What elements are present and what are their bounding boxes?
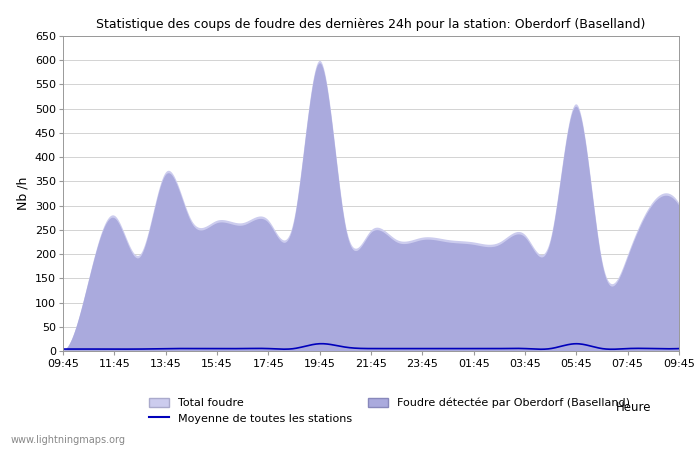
Text: www.lightningmaps.org: www.lightningmaps.org — [10, 435, 125, 445]
Title: Statistique des coups de foudre des dernières 24h pour la station: Oberdorf (Bas: Statistique des coups de foudre des dern… — [97, 18, 645, 31]
Text: Heure: Heure — [615, 401, 651, 414]
Y-axis label: Nb /h: Nb /h — [16, 177, 29, 210]
Legend: Total foudre, Moyenne de toutes les stations, Foudre détectée par Oberdorf (Base: Total foudre, Moyenne de toutes les stat… — [148, 397, 630, 423]
